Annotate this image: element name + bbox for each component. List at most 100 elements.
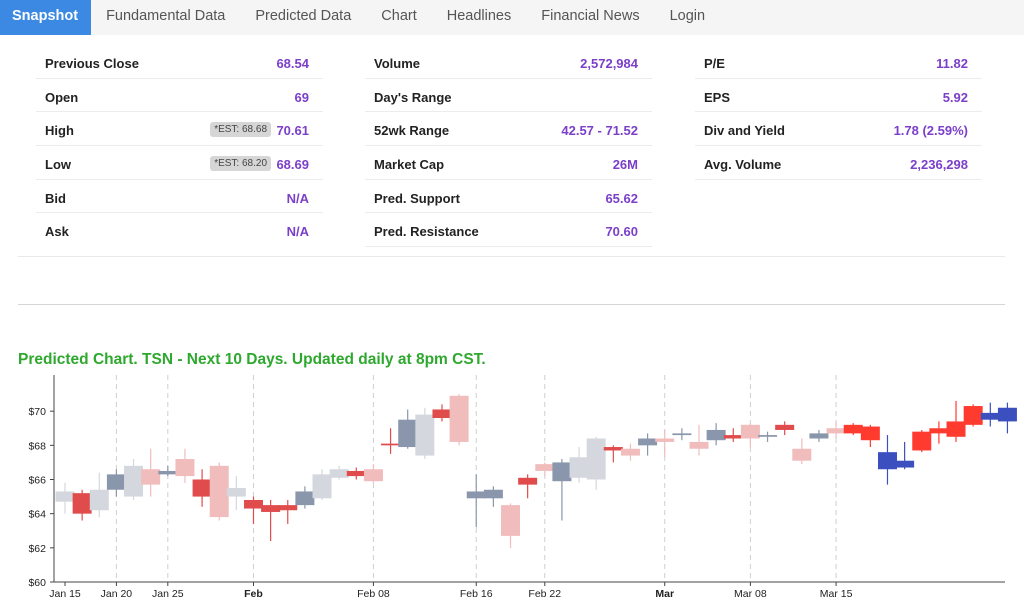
stats-column-3: P/E 11.82 EPS 5.92 Div and Yield 1.78 (2…	[695, 45, 982, 180]
y-tick-label: $70	[28, 406, 46, 418]
stat-label: Day's Range	[374, 89, 452, 105]
candle-body	[689, 441, 709, 449]
stat-label: Open	[45, 89, 79, 105]
y-tick-label: $68	[28, 440, 46, 452]
stat-pe: P/E 11.82	[695, 45, 982, 79]
stat-previous-close: Previous Close 68.54	[36, 45, 323, 79]
candle-body	[415, 414, 435, 456]
candle-body	[158, 470, 178, 475]
candle-body	[706, 429, 726, 441]
candle-body	[723, 435, 743, 439]
candle-body	[381, 443, 401, 446]
stat-value: 2,236,298	[910, 157, 968, 173]
x-tick-label: Mar	[655, 588, 674, 600]
candle-body	[483, 489, 503, 499]
stat-label: 52wk Range	[374, 123, 450, 139]
stat-label: Market Cap	[374, 157, 445, 173]
stat-label: Low	[45, 157, 71, 173]
tab-bar: Snapshot Fundamental Data Predicted Data…	[0, 0, 1024, 35]
candle-body	[586, 438, 606, 480]
candle-body	[946, 421, 966, 437]
section-divider	[18, 304, 1005, 305]
candle-body	[192, 479, 212, 497]
stat-value: 26M	[612, 157, 638, 173]
stat-value: 5.92	[942, 89, 968, 105]
stat-high: High *EST: 68.68 70.61	[36, 112, 323, 147]
x-tick-label: Feb 16	[460, 588, 493, 600]
stat-label: Pred. Support	[374, 190, 460, 206]
candle-body	[809, 433, 829, 439]
stat-label: Avg. Volume	[704, 157, 782, 173]
candle-body	[141, 469, 161, 485]
candle-body	[278, 505, 298, 511]
stat-pred-resistance: Pred. Resistance 70.60	[365, 213, 652, 248]
x-tick-label: Feb 08	[357, 588, 390, 600]
stat-eps: EPS 5.92	[695, 79, 982, 113]
stat-label: Previous Close	[45, 56, 139, 71]
stat-value: 69	[294, 89, 309, 105]
tab-chart[interactable]: Chart	[381, 8, 417, 24]
stat-avg-volume: Avg. Volume 2,236,298	[695, 146, 982, 180]
candle-body	[329, 469, 349, 478]
x-tick-label: Jan 20	[101, 588, 133, 600]
stat-label: Volume	[374, 56, 420, 71]
tab-headlines[interactable]: Headlines	[446, 8, 512, 24]
candle-body	[620, 448, 640, 456]
stat-label: Bid	[45, 190, 66, 206]
candle-body	[552, 462, 572, 482]
stat-value: N/A	[286, 190, 309, 206]
x-tick-label: Feb	[244, 588, 263, 600]
stat-bid: Bid N/A	[36, 180, 323, 214]
stat-pred-support: Pred. Support 65.62	[365, 180, 652, 214]
y-tick-label: $66	[28, 475, 46, 487]
candle-body	[449, 395, 469, 442]
stat-label: Pred. Resistance	[374, 224, 479, 240]
x-tick-label: Jan 15	[49, 588, 81, 600]
stat-value: 68.69	[276, 157, 309, 173]
candle-body	[740, 424, 760, 439]
stat-value: 11.82	[936, 56, 968, 71]
stat-label: High	[45, 123, 74, 139]
candle-body	[518, 477, 538, 485]
x-tick-label: Mar 15	[820, 588, 853, 600]
candle-body	[535, 464, 555, 471]
candle-body	[398, 419, 418, 448]
stat-label: P/E	[704, 56, 725, 71]
candle-body	[860, 426, 880, 441]
y-tick-label: $62	[28, 543, 46, 555]
tab-financial-news[interactable]: Financial News	[541, 8, 640, 24]
stats-column-1: Previous Close 68.54 Open 69 High *EST: …	[36, 45, 323, 247]
candle-body	[963, 406, 983, 425]
candle-body	[792, 448, 812, 461]
candle-body	[895, 460, 915, 468]
y-tick-label: $64	[28, 509, 46, 521]
candle-body	[877, 452, 897, 470]
candle-body	[997, 407, 1017, 422]
candle-body	[501, 505, 521, 536]
stat-value: N/A	[286, 224, 309, 240]
stat-value: 2,572,984	[580, 56, 638, 71]
candle-body	[106, 474, 126, 490]
tab-fundamental-data[interactable]: Fundamental Data	[106, 8, 226, 24]
stat-value: 68.54	[276, 56, 309, 71]
tab-predicted-data[interactable]: Predicted Data	[255, 8, 352, 24]
candle-body	[124, 465, 144, 497]
stat-label: Div and Yield	[704, 123, 785, 139]
stat-div-yield: Div and Yield 1.78 (2.59%)	[695, 112, 982, 147]
stat-value: 42.57 - 71.52	[561, 123, 638, 139]
stat-value: 70.61	[276, 123, 309, 139]
stat-volume: Volume 2,572,984	[365, 45, 652, 79]
candle-body	[912, 431, 932, 451]
candle-body	[55, 491, 75, 502]
stat-label: EPS	[704, 89, 731, 105]
tab-login[interactable]: Login	[669, 8, 706, 24]
x-tick-label: Mar 08	[734, 588, 767, 600]
candle-body	[346, 470, 366, 477]
stat-value: 1.78 (2.59%)	[893, 123, 968, 139]
candle-body	[638, 438, 658, 446]
stats-table: Previous Close 68.54 Open 69 High *EST: …	[18, 45, 1005, 257]
candle-body	[466, 491, 486, 499]
x-tick-label: Jan 25	[152, 588, 184, 600]
tab-snapshot[interactable]: Snapshot	[0, 0, 92, 35]
candle-body	[569, 457, 589, 478]
